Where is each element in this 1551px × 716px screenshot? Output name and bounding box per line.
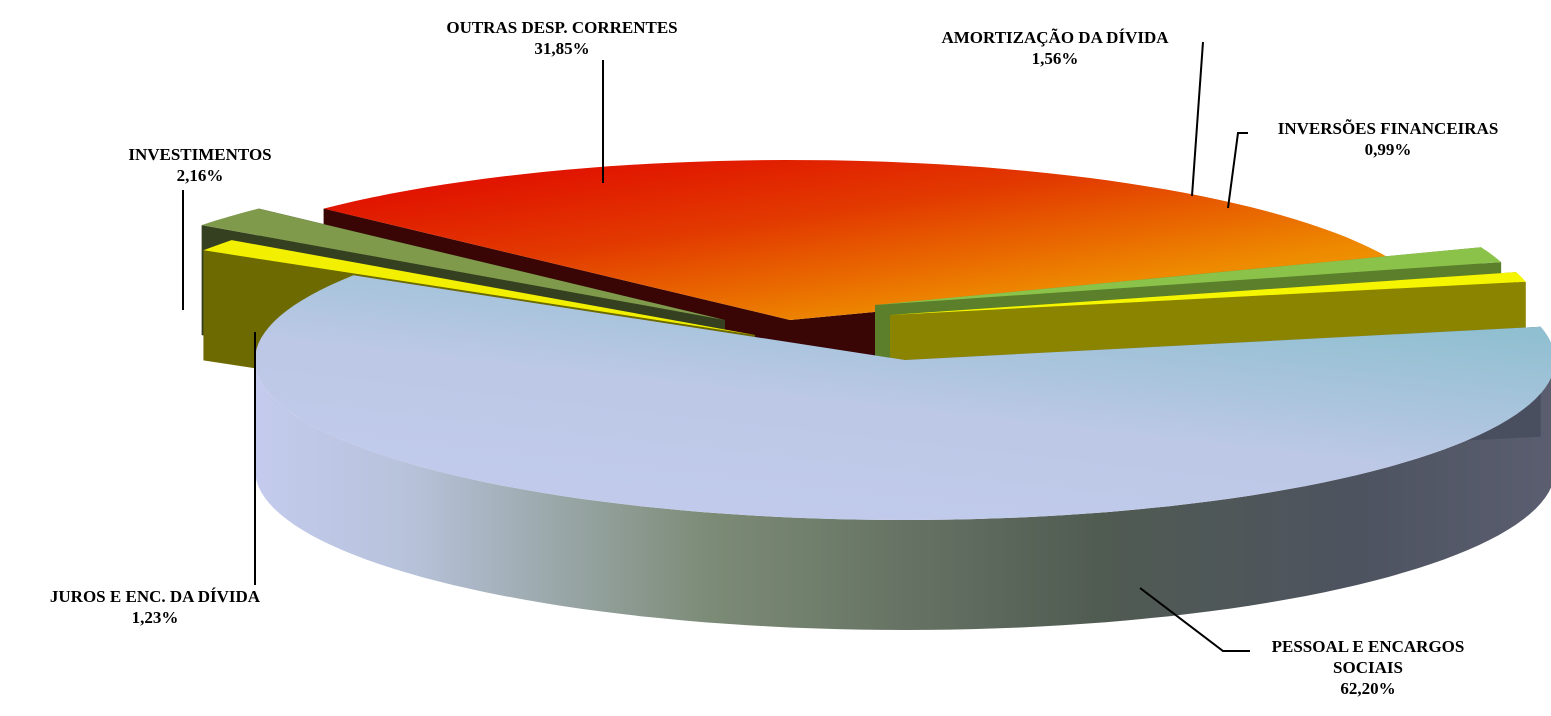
- label-juros-enc-divida: JUROS E ENC. DA DÍVIDA 1,23%: [49, 587, 261, 627]
- leader-pessoal: [1139, 587, 1250, 652]
- leader-inversoes: [1227, 132, 1248, 209]
- label-investimentos: INVESTIMENTOS 2,16%: [128, 145, 272, 185]
- label-amortizacao-divida: AMORTIZAÇÃO DA DÍVIDA 1,56%: [941, 28, 1169, 68]
- slice-pessoal-encargos: [255, 275, 1551, 630]
- label-pessoal-encargos: PESSOAL E ENCARGOS SOCIAIS 62,20%: [1271, 637, 1465, 698]
- label-inversoes-financeiras: INVERSÕES FINANCEIRAS 0,99%: [1277, 119, 1499, 159]
- label-outras-desp-correntes: OUTRAS DESP. CORRENTES 31,85%: [446, 18, 678, 58]
- leader-amortizacao: [1191, 41, 1204, 197]
